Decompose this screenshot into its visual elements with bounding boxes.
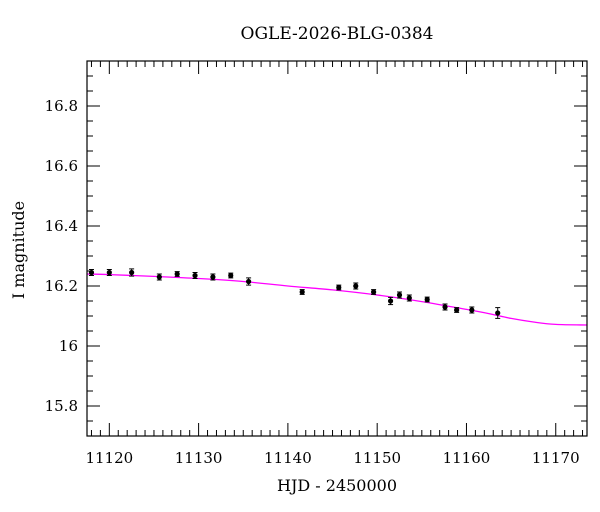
x-tick-label: 11150 bbox=[353, 449, 401, 467]
data-point-group bbox=[495, 307, 501, 319]
x-tick-label: 11170 bbox=[532, 449, 580, 467]
data-point-group bbox=[210, 273, 216, 281]
plot-frame bbox=[86, 60, 588, 437]
y-tick-label: 16 bbox=[59, 337, 78, 355]
data-point bbox=[371, 289, 377, 295]
data-marks bbox=[86, 268, 588, 326]
data-point bbox=[469, 307, 475, 313]
data-point bbox=[396, 292, 403, 298]
data-point-group bbox=[442, 303, 448, 311]
data-point bbox=[406, 295, 412, 301]
data-point bbox=[336, 284, 342, 291]
data-point-group bbox=[228, 272, 234, 279]
data-point bbox=[192, 272, 198, 279]
data-point bbox=[174, 271, 180, 277]
data-point-group bbox=[424, 296, 430, 303]
tick-labels: 11120 11130 11140 11150 11160 11170 15.8 16 16.2… bbox=[45, 97, 580, 467]
x-tick-label: 11140 bbox=[264, 449, 312, 467]
data-point-group bbox=[406, 294, 412, 302]
data-point-group bbox=[469, 306, 475, 314]
data-point-group bbox=[88, 269, 95, 276]
data-point bbox=[299, 289, 305, 295]
data-point-group bbox=[454, 307, 460, 313]
data-point bbox=[454, 307, 460, 313]
model-curve bbox=[86, 273, 588, 326]
x-axis-label: HJD - 2450000 bbox=[277, 476, 397, 495]
data-point-group bbox=[156, 273, 162, 281]
data-point-group bbox=[174, 271, 180, 277]
data-point bbox=[88, 269, 95, 276]
data-point-group bbox=[371, 289, 377, 295]
data-point bbox=[387, 298, 394, 304]
x-tick-label: 11130 bbox=[175, 449, 223, 467]
data-point-group bbox=[396, 291, 403, 299]
data-point bbox=[442, 304, 448, 310]
x-tick-label: 11160 bbox=[443, 449, 491, 467]
data-point-group bbox=[129, 268, 135, 277]
data-point-group bbox=[353, 282, 359, 290]
data-point-group bbox=[246, 277, 252, 286]
data-point-group bbox=[106, 269, 112, 276]
data-point bbox=[106, 269, 112, 276]
y-tick-label: 15.8 bbox=[45, 397, 78, 415]
y-tick-label: 16.4 bbox=[45, 217, 78, 235]
data-point-group bbox=[299, 289, 305, 295]
axis-ticks bbox=[87, 60, 587, 437]
chart-title: OGLE-2026-BLG-0384 bbox=[241, 24, 434, 44]
y-axis-label: I magnitude bbox=[9, 201, 28, 299]
data-point bbox=[210, 274, 216, 280]
data-point-group bbox=[336, 284, 342, 291]
data-point-group bbox=[192, 272, 198, 279]
data-point bbox=[353, 283, 359, 289]
data-point bbox=[156, 274, 162, 280]
y-tick-label: 16.8 bbox=[45, 97, 78, 115]
data-point-group bbox=[387, 296, 394, 306]
data-point bbox=[495, 310, 501, 316]
x-tick-label: 11120 bbox=[85, 449, 133, 467]
data-point bbox=[424, 296, 430, 303]
data-point bbox=[228, 272, 234, 279]
y-tick-label: 16.2 bbox=[45, 277, 78, 295]
data-point bbox=[129, 269, 135, 276]
y-tick-label: 16.6 bbox=[45, 157, 78, 175]
data-point bbox=[246, 278, 252, 285]
